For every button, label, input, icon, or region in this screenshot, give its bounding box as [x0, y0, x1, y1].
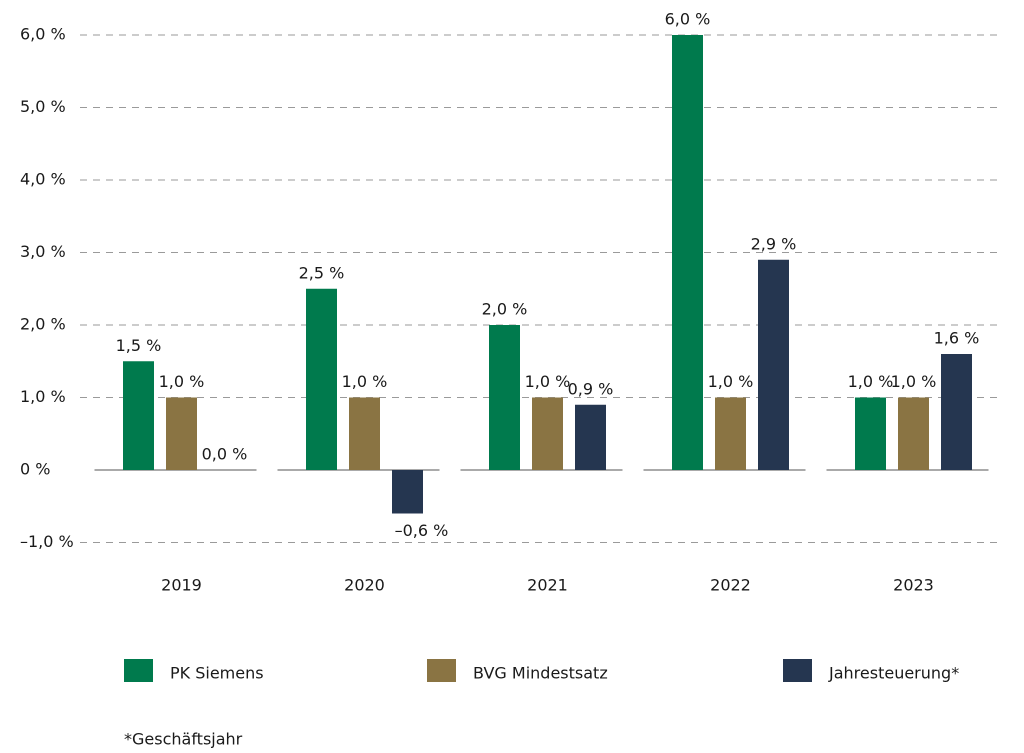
bar — [123, 361, 154, 470]
legend-swatch — [124, 659, 153, 682]
y-tick-label: 4,0 % — [20, 170, 66, 189]
value-label: 6,0 % — [665, 10, 711, 29]
bar — [166, 397, 197, 470]
bar — [489, 325, 520, 470]
y-tick-label: 6,0 % — [20, 25, 66, 44]
bar — [306, 288, 337, 470]
bar — [392, 470, 423, 514]
y-tick-label: –1,0 % — [20, 532, 74, 551]
bar — [575, 404, 606, 470]
bar — [532, 397, 563, 470]
value-label: 1,5 % — [116, 336, 162, 355]
value-label: 1,0 % — [342, 372, 388, 391]
x-tick-label: 2020 — [344, 576, 385, 595]
value-label: 0,0 % — [202, 445, 248, 464]
value-label: 1,0 % — [525, 372, 571, 391]
value-label: 1,0 % — [891, 372, 937, 391]
legend-label: BVG Mindestsatz — [473, 664, 608, 683]
bar — [898, 397, 929, 470]
value-label: 1,0 % — [708, 372, 754, 391]
value-label: 2,9 % — [751, 234, 797, 253]
bar — [715, 397, 746, 470]
value-label: 1,6 % — [934, 329, 980, 348]
value-label: 0,9 % — [568, 379, 614, 398]
y-tick-label: 3,0 % — [20, 242, 66, 261]
y-tick-label: 0 % — [20, 460, 50, 479]
bar — [349, 397, 380, 470]
y-tick-label: 5,0 % — [20, 97, 66, 116]
y-tick-label: 2,0 % — [20, 315, 66, 334]
bar — [758, 259, 789, 470]
x-tick-label: 2023 — [893, 576, 934, 595]
bar — [855, 397, 886, 470]
value-label: 2,0 % — [482, 300, 528, 319]
legend-swatch — [783, 659, 812, 682]
x-tick-label: 2019 — [161, 576, 202, 595]
value-label: 1,0 % — [159, 372, 205, 391]
y-tick-label: 1,0 % — [20, 387, 66, 406]
legend-label: PK Siemens — [170, 664, 264, 683]
footnote: *Geschäftsjahr — [124, 730, 243, 749]
value-label: 1,0 % — [848, 372, 894, 391]
value-label: –0,6 % — [395, 521, 449, 540]
x-tick-label: 2021 — [527, 576, 568, 595]
x-tick-label: 2022 — [710, 576, 751, 595]
bar — [672, 35, 703, 470]
legend-label: Jahresteuerung* — [828, 664, 959, 683]
value-label: 2,5 % — [299, 263, 345, 282]
bar — [941, 354, 972, 470]
legend-swatch — [427, 659, 456, 682]
